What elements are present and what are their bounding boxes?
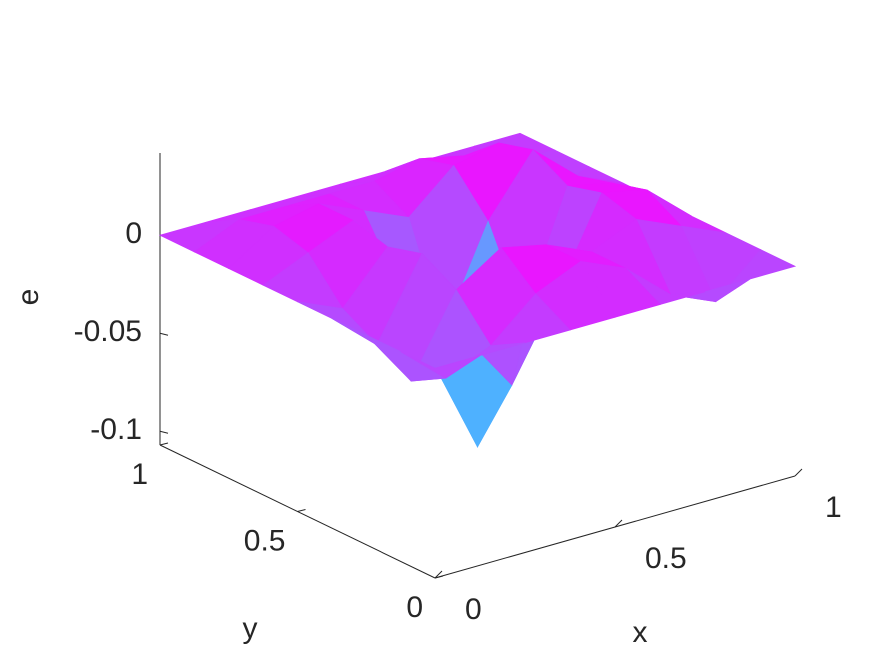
x-tick bbox=[434, 570, 443, 579]
z-tick-label: 0 bbox=[125, 217, 142, 250]
z-tick-label: -0.05 bbox=[74, 315, 142, 348]
z-tick bbox=[159, 332, 169, 336]
y-tick bbox=[434, 575, 444, 579]
x-tick-label: 1 bbox=[825, 491, 842, 524]
y-tick-label: 1 bbox=[131, 458, 148, 491]
z-tick bbox=[159, 430, 169, 434]
y-tick bbox=[159, 442, 169, 446]
x-tick-label: 0 bbox=[465, 593, 482, 626]
y-axis-label: y bbox=[243, 612, 258, 645]
z-axis-label: e bbox=[12, 289, 45, 306]
x-tick bbox=[794, 468, 803, 477]
z-tick-label: -0.1 bbox=[90, 413, 142, 446]
y-tick-label: 0.5 bbox=[244, 524, 286, 557]
surface-patch bbox=[400, 351, 481, 379]
x-tick-label: 0.5 bbox=[645, 542, 687, 575]
x-axis-label: x bbox=[633, 616, 648, 649]
y-tick-label: 0 bbox=[406, 591, 423, 624]
y-tick bbox=[297, 509, 306, 512]
x-tick bbox=[614, 519, 623, 528]
